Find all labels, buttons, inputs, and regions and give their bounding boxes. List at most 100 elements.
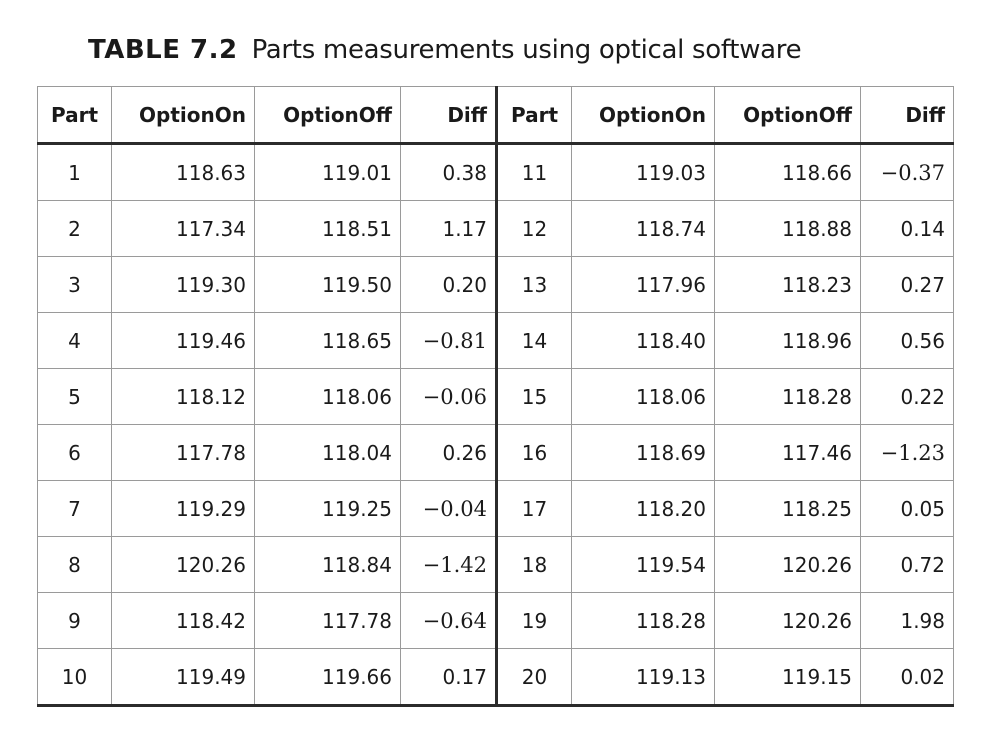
- option-off-cell: 118.51: [254, 200, 401, 257]
- option-on-cell: 119.49: [111, 648, 255, 706]
- table-row: 3 119.30 119.50 0.20 13 117.96 118.23 0.27: [37, 256, 954, 313]
- table-title: Parts measurements using optical softwar…: [251, 35, 802, 65]
- option-on-cell: 118.28: [571, 592, 715, 649]
- part-cell: 1: [37, 143, 112, 201]
- table-row: 2 117.34 118.51 1.17 12 118.74 118.88 0.14: [37, 200, 954, 257]
- column-header-diff: Diff: [860, 86, 954, 145]
- column-header-option-on: OptionOn: [571, 86, 715, 145]
- option-off-cell: 118.66: [714, 143, 861, 201]
- option-off-cell: 118.96: [714, 312, 861, 369]
- option-on-cell: 119.54: [571, 536, 715, 593]
- option-on-cell: 118.42: [111, 592, 255, 649]
- option-off-cell: 117.46: [714, 424, 861, 481]
- diff-cell: 0.72: [860, 536, 954, 593]
- option-off-cell: 118.65: [254, 312, 401, 369]
- option-off-cell: 118.28: [714, 368, 861, 425]
- part-cell: 20: [496, 648, 572, 706]
- diff-cell: −0.64: [400, 592, 498, 649]
- option-on-cell: 117.34: [111, 200, 255, 257]
- part-cell: 3: [37, 256, 112, 313]
- diff-cell: 1.17: [400, 200, 498, 257]
- option-off-cell: 119.66: [254, 648, 401, 706]
- diff-cell: 0.38: [400, 143, 498, 201]
- option-on-cell: 118.12: [111, 368, 255, 425]
- diff-cell: 0.17: [400, 648, 498, 706]
- part-cell: 6: [37, 424, 112, 481]
- option-off-cell: 118.23: [714, 256, 861, 313]
- table-row: 8 120.26 118.84 −1.42 18 119.54 120.26 0.72: [37, 536, 954, 593]
- diff-cell: −1.23: [860, 424, 954, 481]
- option-off-cell: 118.88: [714, 200, 861, 257]
- option-on-cell: 119.46: [111, 312, 255, 369]
- option-on-cell: 117.78: [111, 424, 255, 481]
- option-on-cell: 119.30: [111, 256, 255, 313]
- diff-cell: 0.27: [860, 256, 954, 313]
- option-on-cell: 118.63: [111, 143, 255, 201]
- table-caption: TABLE 7.2 Parts measurements using optic…: [88, 30, 802, 70]
- option-on-cell: 119.29: [111, 480, 255, 537]
- part-cell: 2: [37, 200, 112, 257]
- option-on-cell: 118.74: [571, 200, 715, 257]
- option-on-cell: 118.20: [571, 480, 715, 537]
- part-cell: 19: [496, 592, 572, 649]
- header-row: Part OptionOn OptionOff Diff Part Option…: [37, 86, 954, 145]
- option-off-cell: 118.06: [254, 368, 401, 425]
- part-cell: 13: [496, 256, 572, 313]
- option-on-cell: 119.03: [571, 143, 715, 201]
- diff-cell: 0.26: [400, 424, 498, 481]
- diff-cell: 0.22: [860, 368, 954, 425]
- option-off-cell: 120.26: [714, 592, 861, 649]
- measurements-table: Part OptionOn OptionOff Diff Part Option…: [37, 86, 954, 707]
- part-cell: 14: [496, 312, 572, 369]
- diff-cell: 0.20: [400, 256, 498, 313]
- part-cell: 17: [496, 480, 572, 537]
- diff-cell: 0.14: [860, 200, 954, 257]
- table-number: TABLE 7.2: [88, 35, 238, 65]
- column-header-part: Part: [37, 86, 112, 145]
- column-header-option-off: OptionOff: [714, 86, 861, 145]
- part-cell: 15: [496, 368, 572, 425]
- column-header-part: Part: [496, 86, 572, 145]
- part-cell: 11: [496, 143, 572, 201]
- diff-cell: −0.04: [400, 480, 498, 537]
- option-off-cell: 119.01: [254, 143, 401, 201]
- table-row: 7 119.29 119.25 −0.04 17 118.20 118.25 0.05: [37, 480, 954, 537]
- option-on-cell: 117.96: [571, 256, 715, 313]
- table-row: 6 117.78 118.04 0.26 16 118.69 117.46 −1.23: [37, 424, 954, 481]
- option-off-cell: 119.15: [714, 648, 861, 706]
- diff-cell: −1.42: [400, 536, 498, 593]
- diff-cell: 0.05: [860, 480, 954, 537]
- option-on-cell: 118.69: [571, 424, 715, 481]
- part-cell: 8: [37, 536, 112, 593]
- option-off-cell: 118.84: [254, 536, 401, 593]
- column-header-option-on: OptionOn: [111, 86, 255, 145]
- table-row: 10 119.49 119.66 0.17 20 119.13 119.15 0.02: [37, 648, 954, 706]
- diff-cell: −0.81: [400, 312, 498, 369]
- part-cell: 12: [496, 200, 572, 257]
- diff-cell: 0.56: [860, 312, 954, 369]
- diff-cell: −0.37: [860, 143, 954, 201]
- column-header-diff: Diff: [400, 86, 498, 145]
- table-row: 4 119.46 118.65 −0.81 14 118.40 118.96 0.56: [37, 312, 954, 369]
- diff-cell: −0.06: [400, 368, 498, 425]
- column-header-option-off: OptionOff: [254, 86, 401, 145]
- option-off-cell: 118.04: [254, 424, 401, 481]
- table-row: 1 118.63 119.01 0.38 11 119.03 118.66 −0.37: [37, 143, 954, 201]
- part-cell: 9: [37, 592, 112, 649]
- diff-cell: 1.98: [860, 592, 954, 649]
- part-cell: 5: [37, 368, 112, 425]
- part-cell: 16: [496, 424, 572, 481]
- table-row: 5 118.12 118.06 −0.06 15 118.06 118.28 0.22: [37, 368, 954, 425]
- part-cell: 10: [37, 648, 112, 706]
- option-off-cell: 119.50: [254, 256, 401, 313]
- option-on-cell: 119.13: [571, 648, 715, 706]
- option-on-cell: 120.26: [111, 536, 255, 593]
- option-off-cell: 118.25: [714, 480, 861, 537]
- option-on-cell: 118.40: [571, 312, 715, 369]
- part-cell: 7: [37, 480, 112, 537]
- table-row: 9 118.42 117.78 −0.64 19 118.28 120.26 1.98: [37, 592, 954, 649]
- diff-cell: 0.02: [860, 648, 954, 706]
- option-on-cell: 118.06: [571, 368, 715, 425]
- option-off-cell: 117.78: [254, 592, 401, 649]
- part-cell: 4: [37, 312, 112, 369]
